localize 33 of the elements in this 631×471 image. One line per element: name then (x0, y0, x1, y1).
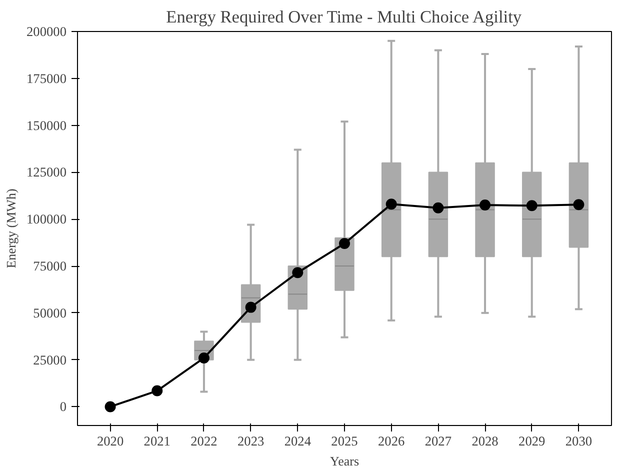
y-axis-title: Energy (MWh) (4, 188, 19, 268)
point (104, 401, 116, 412)
x-tick-label: 2021 (144, 434, 170, 448)
y-tick-label: 100000 (26, 212, 67, 227)
x-tick-label: 2029 (518, 434, 546, 448)
x-tick-label: 2026 (378, 434, 406, 448)
y-tick-label: 200000 (26, 24, 67, 39)
y-tick-label: 75000 (33, 258, 67, 274)
x-tick-label: 2023 (237, 434, 264, 448)
x-tick-label: 2028 (472, 434, 499, 448)
point (526, 200, 538, 212)
point (198, 352, 210, 364)
point (152, 385, 163, 396)
y-tick-label: 125000 (26, 164, 67, 180)
y-tick-label: 25000 (33, 352, 67, 368)
point (292, 267, 304, 278)
y-tick-label: 0 (60, 399, 67, 414)
point (480, 200, 491, 211)
y-tick-label: 50000 (33, 305, 67, 320)
point (573, 199, 584, 210)
x-tick-label: 2020 (96, 434, 124, 448)
x-axis-title: Years (330, 454, 360, 468)
x-tick-label: 2025 (331, 434, 358, 448)
chart-title: Energy Required Over Time - Multi Choice Agility (166, 8, 522, 26)
x-tick-label: 2022 (190, 434, 218, 448)
y-tick-label: 150000 (26, 118, 67, 133)
point (339, 238, 350, 249)
x-tick-label: 2030 (565, 434, 592, 448)
point (386, 198, 397, 210)
x-tick-label: 2024 (284, 434, 312, 448)
x-tick-label: 2027 (424, 434, 452, 448)
y-tick-label: 175000 (26, 70, 67, 86)
point (432, 202, 444, 214)
